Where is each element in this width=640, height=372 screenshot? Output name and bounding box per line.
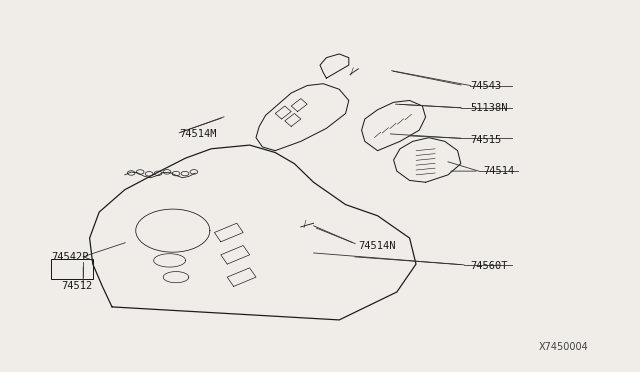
Text: 74514M: 74514M (179, 129, 217, 139)
Text: 74515: 74515 (470, 135, 502, 144)
Text: 74543: 74543 (470, 81, 502, 90)
Text: X7450004: X7450004 (539, 341, 589, 352)
Text: 74514: 74514 (483, 166, 515, 176)
Text: 74512: 74512 (61, 282, 92, 291)
Text: 51138N: 51138N (470, 103, 508, 113)
Text: 74560T: 74560T (470, 261, 508, 271)
Bar (51, 259, 93, 279)
Text: 74514N: 74514N (358, 241, 396, 250)
Text: 74542P: 74542P (51, 252, 89, 262)
